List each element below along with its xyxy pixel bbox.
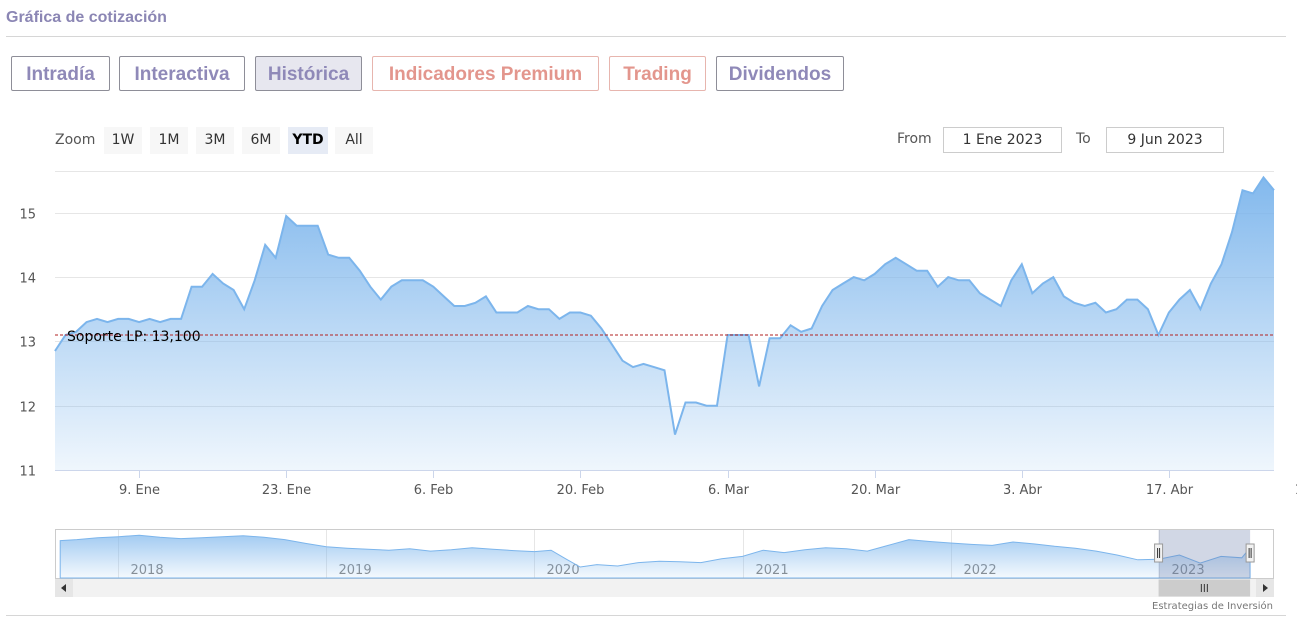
range-from-label: From — [897, 131, 932, 147]
range-to-label: To — [1076, 131, 1091, 147]
x-tick-label: 20. Mar — [851, 483, 901, 498]
tab-interactiva[interactable]: Interactiva — [119, 56, 245, 91]
handle-body[interactable] — [1245, 543, 1255, 563]
y-tick-label: 11 — [19, 465, 36, 480]
zoom-label: Zoom — [55, 132, 96, 148]
y-tick-label: 13 — [19, 336, 36, 351]
scrollbar-track[interactable] — [55, 579, 1274, 597]
x-tick-label: 17. Abr — [1146, 483, 1194, 498]
price-area — [55, 177, 1274, 470]
x-tick-label: 6. Mar — [708, 483, 750, 498]
range-from-input[interactable]: 1 Ene 2023 — [943, 127, 1062, 153]
scrollbar[interactable] — [55, 579, 1274, 597]
x-tick-label: 20. Feb — [557, 483, 605, 498]
tab-historica[interactable]: Histórica — [255, 56, 362, 91]
zoom-1w-button[interactable]: 1W — [104, 127, 142, 154]
x-tick-label: 9. Ene — [119, 483, 160, 498]
zoom-3m-button[interactable]: 3M — [196, 127, 234, 154]
zoom-6m-button[interactable]: 6M — [242, 127, 280, 154]
x-tick-label: 3. Abr — [1003, 483, 1043, 498]
navigator-right-handle[interactable] — [1245, 543, 1255, 563]
x-tick-label: 23. Ene — [262, 483, 311, 498]
tab-intradia[interactable]: Intradía — [11, 56, 110, 91]
zoom-1m-button[interactable]: 1M — [150, 127, 188, 154]
range-to-input[interactable]: 9 Jun 2023 — [1106, 127, 1224, 153]
zoom-all-button[interactable]: All — [335, 127, 373, 154]
y-tick-label: 12 — [19, 401, 36, 416]
section-title: Gráfica de cotización — [6, 9, 167, 26]
scroll-left-arrow-icon — [61, 584, 66, 592]
x-tick-label: 6. Feb — [414, 483, 454, 498]
chart-credits[interactable]: Estrategias de Inversión — [1152, 600, 1273, 612]
tab-indicadores-premium[interactable]: Indicadores Premium — [372, 56, 599, 91]
navigator-selection[interactable] — [1158, 530, 1251, 578]
handle-body[interactable] — [1154, 543, 1164, 563]
navigator-left-handle[interactable] — [1154, 543, 1164, 563]
x-axis-ticks: 9. Ene 23. Ene 6. Feb 20. Feb 6. Mar 20. Mar 3… — [119, 470, 1297, 498]
zoom-ytd-button[interactable]: YTD — [288, 127, 328, 154]
y-tick-label: 14 — [19, 272, 36, 287]
tab-trading[interactable]: Trading — [609, 56, 706, 91]
navigator: 201820192020202120222023 — [55, 529, 1274, 579]
price-line — [54, 175, 1275, 435]
y-tick-label: 15 — [19, 208, 36, 223]
title-divider — [6, 36, 1286, 37]
support-label: Soporte LP: 13,100 — [67, 329, 201, 345]
tab-dividendos[interactable]: Dividendos — [716, 56, 844, 91]
scroll-right-arrow-icon — [1263, 584, 1268, 592]
footer-divider — [6, 615, 1286, 616]
scrollbar-grip-icon — [1200, 584, 1208, 592]
y-axis-labels: 11 12 13 14 15 — [19, 208, 36, 480]
x-tick-label: 1. May — [1295, 483, 1297, 498]
navigator-area — [59, 534, 1251, 579]
